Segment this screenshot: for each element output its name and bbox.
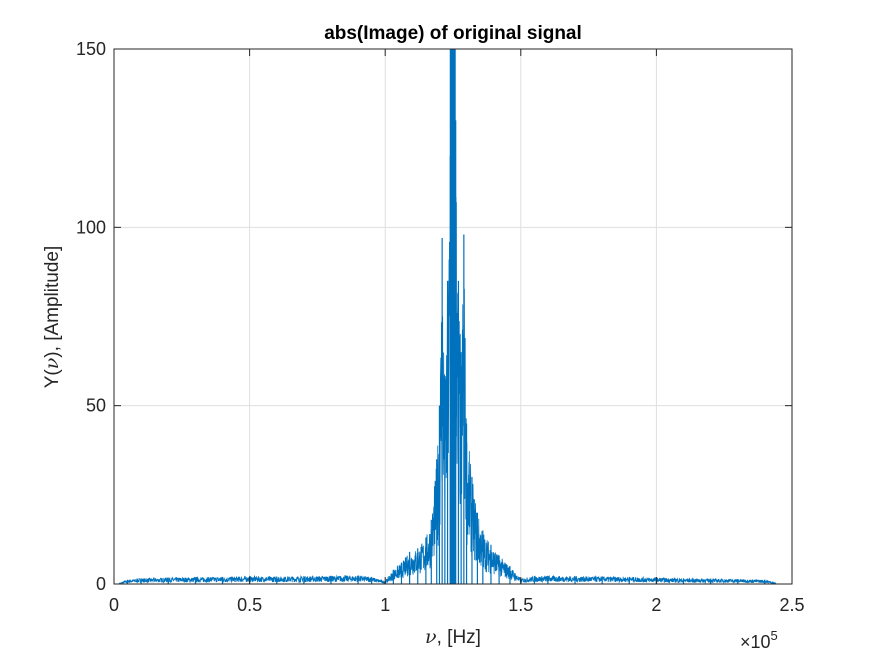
- x-tick-label: 1.5: [508, 595, 533, 615]
- x-exponent-label: ×105: [740, 628, 778, 652]
- x-axis-label-text: , [Hz]: [437, 627, 481, 648]
- signal-trace: [118, 49, 777, 585]
- x-tick-label: 1: [380, 595, 390, 615]
- x-tick-label: 2.5: [779, 595, 804, 615]
- y-axis-label: Y(ν), [Amplitude]: [41, 246, 63, 389]
- y-tick-label: 150: [76, 39, 106, 59]
- x-axis-label: ν, [Hz]: [425, 626, 481, 648]
- x-tick-label: 0.5: [237, 595, 262, 615]
- x-exponent-power: 5: [771, 628, 778, 643]
- y-axis-label-prefix: Y(: [42, 369, 63, 389]
- ticks: 0 0.5 1 1.5 2 2.5 0 50 100 150: [76, 39, 805, 615]
- y-tick-label: 0: [96, 574, 106, 594]
- x-tick-label: 2: [651, 595, 661, 615]
- y-tick-label: 50: [86, 396, 106, 416]
- axes-box: [113, 48, 793, 585]
- y-axis-label-symbol: ν: [41, 357, 63, 369]
- x-axis-label-symbol: ν: [425, 626, 437, 648]
- x-tick-label: 0: [109, 595, 119, 615]
- x-exponent-base: ×10: [740, 632, 771, 652]
- y-axis-label-suffix: ), [Amplitude]: [42, 246, 63, 358]
- carrier-peak: [449, 49, 456, 584]
- y-tick-label: 100: [76, 217, 106, 237]
- chart-title: abs(Image) of original signal: [324, 23, 582, 44]
